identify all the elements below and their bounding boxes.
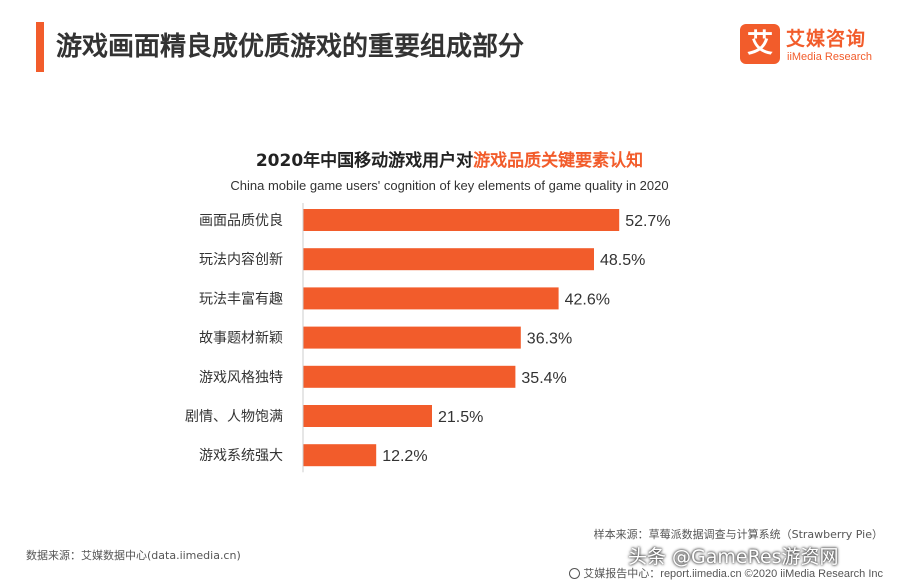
bar	[303, 405, 432, 427]
logo-text-en: iiMedia Research	[787, 51, 872, 63]
report-center-text: 艾媒报告中心：report.iimedia.cn ©2020 iiMedia R…	[583, 568, 883, 580]
chart-title-prefix: 2020年中国移动游戏用户对	[255, 151, 474, 171]
value-label: 21.5%	[438, 409, 483, 426]
sample-source: 样本来源：草莓派数据调查与计算系统（Strawberry Pie）	[593, 528, 883, 541]
chart-title: 2020年中国移动游戏用户对游戏品质关键要素认知	[0, 146, 899, 171]
bar	[303, 287, 559, 310]
data-source: 数据来源：艾媒数据中心(data.iimedia.cn)	[26, 549, 241, 562]
chart-title-highlight: 游戏品质关键要素认知	[473, 151, 644, 171]
category-label: 游戏系统强大	[199, 448, 283, 464]
value-label: 48.5%	[600, 252, 645, 269]
value-label: 35.4%	[521, 370, 566, 387]
bar	[303, 326, 521, 349]
page-title: 游戏画面精良成优质游戏的重要组成部分	[56, 32, 525, 62]
category-label: 剧情、人物饱满	[185, 409, 283, 425]
watermark: 头条 @GameRes游资网	[628, 546, 839, 568]
logo-mark-icon: 艾	[740, 24, 780, 64]
category-label: 玩法丰富有趣	[199, 290, 283, 307]
value-label: 12.2%	[382, 448, 427, 465]
bar	[303, 444, 377, 467]
bar	[303, 209, 620, 231]
value-label: 42.6%	[565, 291, 610, 308]
value-label: 36.3%	[527, 331, 572, 348]
category-label: 玩法内容创新	[199, 251, 283, 268]
report-center-icon	[569, 568, 581, 579]
iimedia-logo: 艾 艾媒咨询 iiMedia Research	[740, 24, 890, 68]
logo-text-cn: 艾媒咨询	[786, 28, 867, 50]
category-label: 故事题材新颖	[199, 331, 283, 347]
bar	[303, 248, 594, 271]
report-center: 艾媒报告中心：report.iimedia.cn ©2020 iiMedia R…	[569, 565, 883, 581]
chart-subtitle: China mobile game users' cognition of ke…	[230, 178, 669, 193]
category-label: 游戏风格独特	[199, 370, 283, 386]
title-accent-bar	[36, 22, 44, 72]
bar	[303, 365, 516, 388]
category-label: 画面品质优良	[199, 213, 283, 229]
value-label: 52.7%	[625, 213, 670, 230]
